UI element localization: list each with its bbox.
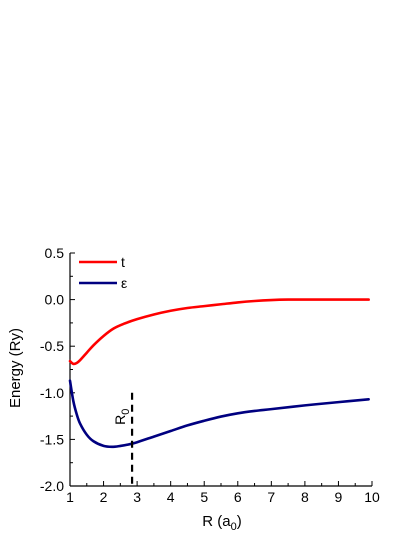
y-tick-label: -0.5 xyxy=(40,338,64,354)
series-layer xyxy=(68,298,370,449)
series-line-t xyxy=(68,298,370,366)
y-tick-label: -1.5 xyxy=(40,431,64,447)
x-tick-label: 10 xyxy=(364,489,380,505)
y-tick-label: -1.0 xyxy=(40,385,64,401)
x-axis-title: R (a0) xyxy=(202,513,241,533)
y-tick-label: 0.0 xyxy=(45,292,65,308)
y-tick-label: 0.5 xyxy=(45,245,65,261)
x-tick-label: 8 xyxy=(301,489,309,505)
x-tick-label: 6 xyxy=(234,489,242,505)
x-tick-label: 9 xyxy=(335,489,343,505)
annotation-layer: R0 xyxy=(112,392,134,486)
y-axis-title: Energy (Ry) xyxy=(7,328,24,408)
y-tick-label: -2.0 xyxy=(40,478,64,494)
x-axis-title-end: ) xyxy=(237,513,242,530)
x-tick-label: 1 xyxy=(66,489,74,505)
legend-label: t xyxy=(121,254,125,270)
x-axis-title-sub: 0 xyxy=(231,521,237,533)
x-tick-label: 3 xyxy=(133,489,141,505)
series-line-epsilon xyxy=(68,379,370,449)
axes: 1 2 3 4 5 6 7 8 9 10 0.5 0.0 -0.5 -1.0 -1.5 -2.0 xyxy=(40,245,380,505)
legend-label: ε xyxy=(121,275,127,291)
x-tick-label: 7 xyxy=(267,489,275,505)
x-tick-label: 4 xyxy=(167,489,175,505)
r0-label: R0 xyxy=(112,409,132,425)
x-tick-label: 2 xyxy=(100,489,108,505)
x-axis-title-main: R (a xyxy=(202,513,231,530)
x-tick-label: 5 xyxy=(200,489,208,505)
legend: tε xyxy=(79,254,127,291)
